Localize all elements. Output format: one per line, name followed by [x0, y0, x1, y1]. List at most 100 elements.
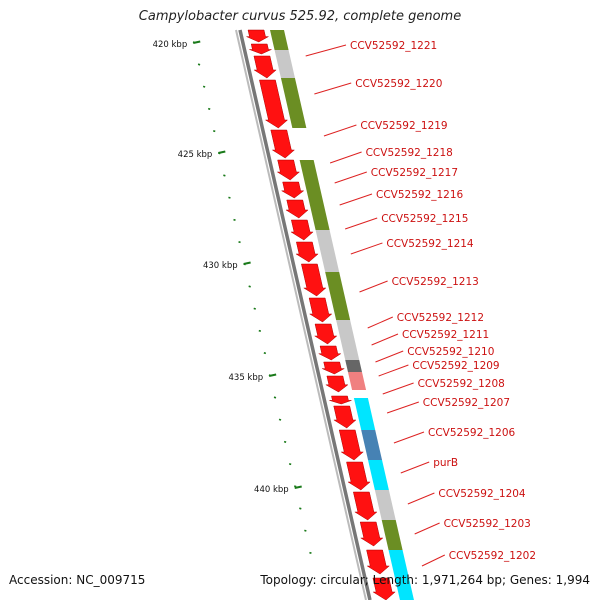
gene-label: CCV52592_1213 [392, 276, 479, 288]
gene-label: CCV52592_1203 [444, 518, 531, 530]
label-leader-line [414, 522, 440, 535]
label-leader-line [350, 242, 383, 255]
ruler-dot [248, 285, 251, 288]
ruler-dot [304, 529, 307, 532]
gene-label: CCV52592_1212 [397, 312, 484, 324]
topology-text: Topology: circular; Length: 1,971,264 bp… [260, 573, 590, 587]
cds-arrow [280, 181, 305, 199]
cog-segment [381, 520, 403, 550]
gene-label: purB [433, 457, 458, 469]
cog-segment [368, 460, 389, 490]
ruler-dot [278, 418, 282, 421]
ruler-dot [258, 329, 262, 332]
gene-label: CCV52592_1208 [418, 378, 505, 390]
gene-label: CCV52592_1220 [355, 78, 442, 90]
label-leader-line [371, 333, 399, 346]
cds-arrow [276, 159, 301, 181]
cds-arrow [372, 577, 396, 600]
ruler-major-tick [294, 485, 302, 489]
gene-label: CCV52592_1210 [407, 346, 494, 358]
cds-arrow [333, 405, 357, 429]
ruler-dot [202, 85, 206, 88]
kbp-label: 440 kbp [254, 485, 289, 495]
label-leader-line [359, 280, 388, 293]
gene-label: CCV52592_1206 [428, 427, 516, 439]
gene-label: CCV52592_1202 [449, 550, 536, 562]
gene-label: CCV52592_1207 [423, 397, 510, 409]
ruler-dot [223, 174, 226, 177]
cds-arrow [301, 263, 327, 297]
kbp-label: 420 kbp [153, 40, 188, 50]
cog-segment [270, 30, 289, 50]
cds-arrow [346, 461, 371, 491]
cds-arrow [285, 199, 309, 219]
cds-arrow [246, 29, 269, 43]
ruler-dot [294, 485, 297, 488]
label-leader-line [400, 461, 430, 474]
cog-segment [306, 190, 330, 230]
cog-category-track [270, 30, 414, 600]
cog-segment [353, 398, 376, 430]
label-leader-line [334, 171, 367, 184]
cog-segment [361, 430, 383, 460]
ruler-dot [273, 396, 277, 399]
cds-arrow [308, 297, 333, 323]
gene-label: CCV52592_1216 [376, 189, 464, 201]
ruler-major-tick [243, 261, 251, 265]
cog-segment [374, 490, 396, 520]
cog-segment [347, 372, 367, 390]
label-leader-line [382, 382, 414, 395]
label-leader-line [393, 431, 425, 444]
cds-track [246, 29, 396, 600]
cog-segment [345, 360, 362, 372]
label-leader-line [329, 151, 362, 164]
ruler-dot [238, 241, 241, 244]
ruler-major-tick [218, 150, 226, 154]
gene-label: CCV52592_1215 [381, 213, 468, 225]
cds-arrow [353, 491, 378, 521]
cog-segment [299, 160, 321, 190]
kbp-ruler: 420 kbp 425 kbp 430 kbp 435 kbp 440 kbp [153, 40, 312, 554]
label-leader-line [305, 44, 347, 57]
gene-label: CCV52592_1218 [366, 147, 453, 159]
label-leader-line [407, 492, 435, 505]
cog-segment [325, 272, 351, 320]
kbp-label: 430 kbp [203, 261, 238, 271]
genome-title: Campylobacter curvus 525.92, complete ge… [138, 9, 462, 24]
gene-label: CCV52592_1221 [350, 40, 437, 52]
label-leader-line [323, 124, 357, 137]
label-leader-line [367, 316, 394, 329]
label-leader-line [375, 350, 404, 363]
gene-label: CCV52592_1204 [438, 488, 526, 500]
label-leader-line [378, 364, 409, 377]
ruler-dot [299, 507, 302, 510]
cds-arrow [329, 395, 352, 405]
ruler-dot [263, 352, 267, 355]
backbone-line [238, 29, 372, 600]
cds-arrow [322, 361, 345, 375]
accession-text: Accession: NC_009715 [9, 573, 146, 587]
cog-segment [388, 550, 414, 600]
gene-label: CCV52592_1211 [402, 329, 489, 341]
label-leader-line [344, 217, 378, 230]
cds-arrow [313, 323, 338, 345]
kbp-label: 435 kbp [229, 373, 264, 383]
label-leader-line [421, 554, 446, 567]
gene-labels: CCV52592_1221 CCV52592_1220 CCV52592_1219 C… [305, 40, 536, 567]
gene-label: CCV52592_1214 [386, 238, 474, 250]
ruler-dot [213, 130, 216, 133]
genome-backbone [235, 29, 372, 600]
cog-segment [274, 50, 295, 78]
cds-arrow [295, 241, 319, 263]
gene-label: CCV52592_1217 [371, 167, 458, 179]
cog-segment [280, 78, 307, 128]
gene-label: CCV52592_1209 [412, 360, 499, 372]
ruler-major-tick [268, 373, 277, 377]
cog-segment [336, 320, 360, 360]
cds-arrow [366, 549, 390, 575]
cog-segment [315, 230, 340, 272]
cds-arrow [253, 55, 277, 79]
kbp-label: 425 kbp [178, 150, 213, 160]
